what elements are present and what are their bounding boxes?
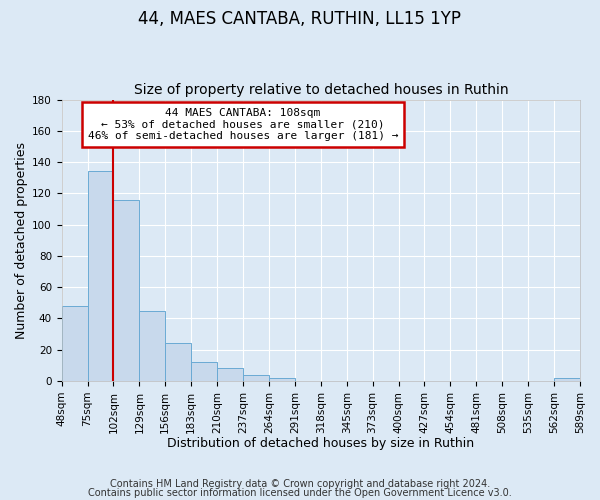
Bar — [113, 200, 139, 381]
Bar — [166, 344, 191, 381]
Bar — [62, 306, 88, 381]
Bar — [269, 378, 295, 381]
Bar — [243, 374, 269, 381]
Bar — [88, 172, 113, 381]
Y-axis label: Number of detached properties: Number of detached properties — [15, 142, 28, 339]
Text: 44, MAES CANTABA, RUTHIN, LL15 1YP: 44, MAES CANTABA, RUTHIN, LL15 1YP — [139, 10, 461, 28]
X-axis label: Distribution of detached houses by size in Ruthin: Distribution of detached houses by size … — [167, 437, 475, 450]
Text: 44 MAES CANTABA: 108sqm
← 53% of detached houses are smaller (210)
46% of semi-d: 44 MAES CANTABA: 108sqm ← 53% of detache… — [88, 108, 398, 141]
Text: Contains HM Land Registry data © Crown copyright and database right 2024.: Contains HM Land Registry data © Crown c… — [110, 479, 490, 489]
Title: Size of property relative to detached houses in Ruthin: Size of property relative to detached ho… — [134, 83, 508, 97]
Text: Contains public sector information licensed under the Open Government Licence v3: Contains public sector information licen… — [88, 488, 512, 498]
Bar — [139, 310, 166, 381]
Bar — [217, 368, 243, 381]
Bar — [554, 378, 580, 381]
Bar — [191, 362, 217, 381]
